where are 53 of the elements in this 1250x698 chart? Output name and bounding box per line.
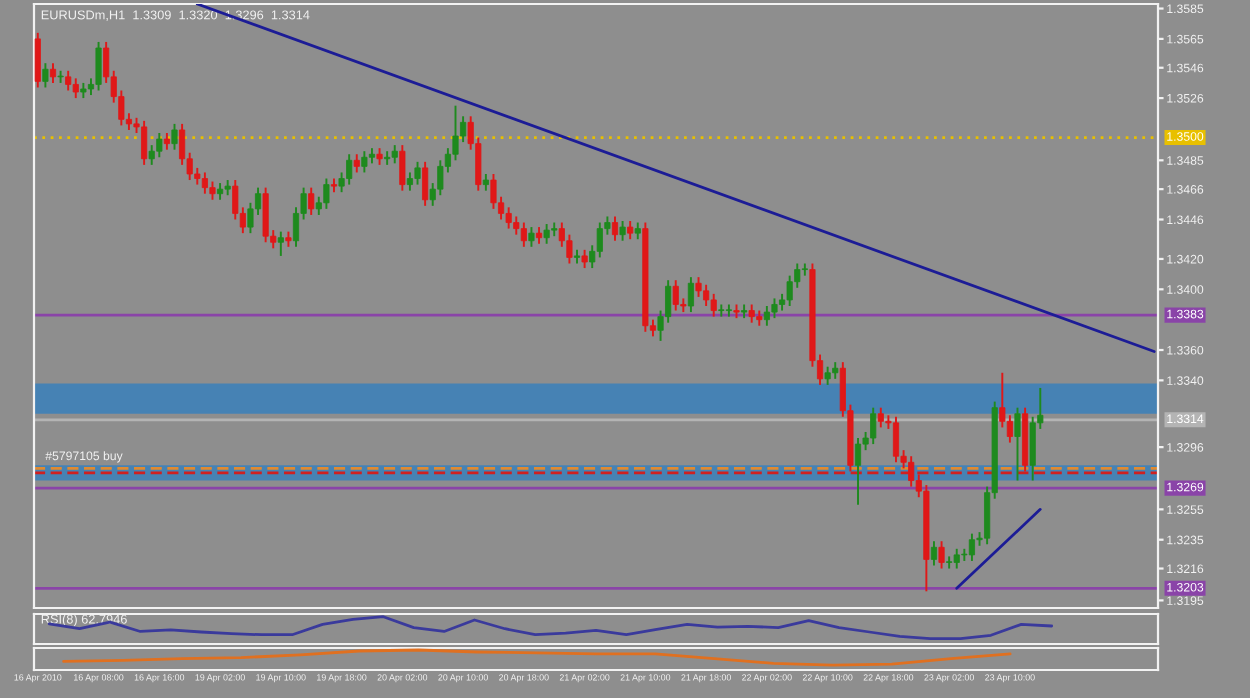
candlestick <box>391 144 398 165</box>
candlestick <box>953 547 960 570</box>
candlestick <box>968 532 976 562</box>
candlestick <box>520 221 527 248</box>
candlestick <box>908 455 915 488</box>
candlestick <box>619 220 626 242</box>
candlestick <box>946 555 953 570</box>
candlestick <box>627 220 634 241</box>
candlestick <box>42 62 49 89</box>
candlestick <box>703 283 710 307</box>
candlestick <box>422 160 429 207</box>
candlestick <box>892 415 900 464</box>
candlestick <box>171 122 178 151</box>
candlestick <box>34 31 41 89</box>
candlestick <box>581 248 588 270</box>
candlestick <box>672 279 679 312</box>
candlestick <box>308 186 315 216</box>
candlestick <box>611 215 619 242</box>
candlestick <box>353 153 360 174</box>
candlestick <box>687 276 695 314</box>
candlestick <box>854 437 862 506</box>
candlestick <box>543 223 550 245</box>
candlestick <box>201 171 208 195</box>
candlestick <box>95 40 102 92</box>
candlestick <box>72 77 79 100</box>
candlestick <box>695 276 702 298</box>
candlestick <box>406 171 414 192</box>
candlestick <box>771 297 778 320</box>
candlestick <box>718 303 725 318</box>
candlestick <box>710 292 717 318</box>
candlestick <box>262 186 269 244</box>
candlestick <box>748 303 755 324</box>
candlestick <box>414 160 421 186</box>
candlestick <box>870 406 877 446</box>
candlestick <box>1014 406 1021 482</box>
candlestick <box>399 144 406 192</box>
candlestick <box>763 305 770 327</box>
candlestick <box>141 119 148 166</box>
candlestick <box>528 226 535 248</box>
candlestick <box>346 153 353 186</box>
candlestick <box>877 406 884 429</box>
candlestick <box>277 230 284 257</box>
candlestick <box>930 540 938 567</box>
candlestick <box>725 303 732 318</box>
candlestick <box>156 132 163 159</box>
candlestick <box>938 540 945 570</box>
candlestick <box>65 69 72 92</box>
candlestick <box>1006 414 1013 444</box>
candlestick <box>824 365 831 386</box>
candlestick <box>323 177 330 210</box>
candlestick <box>209 180 216 201</box>
candlestick <box>49 62 57 84</box>
candlestick <box>361 150 368 174</box>
